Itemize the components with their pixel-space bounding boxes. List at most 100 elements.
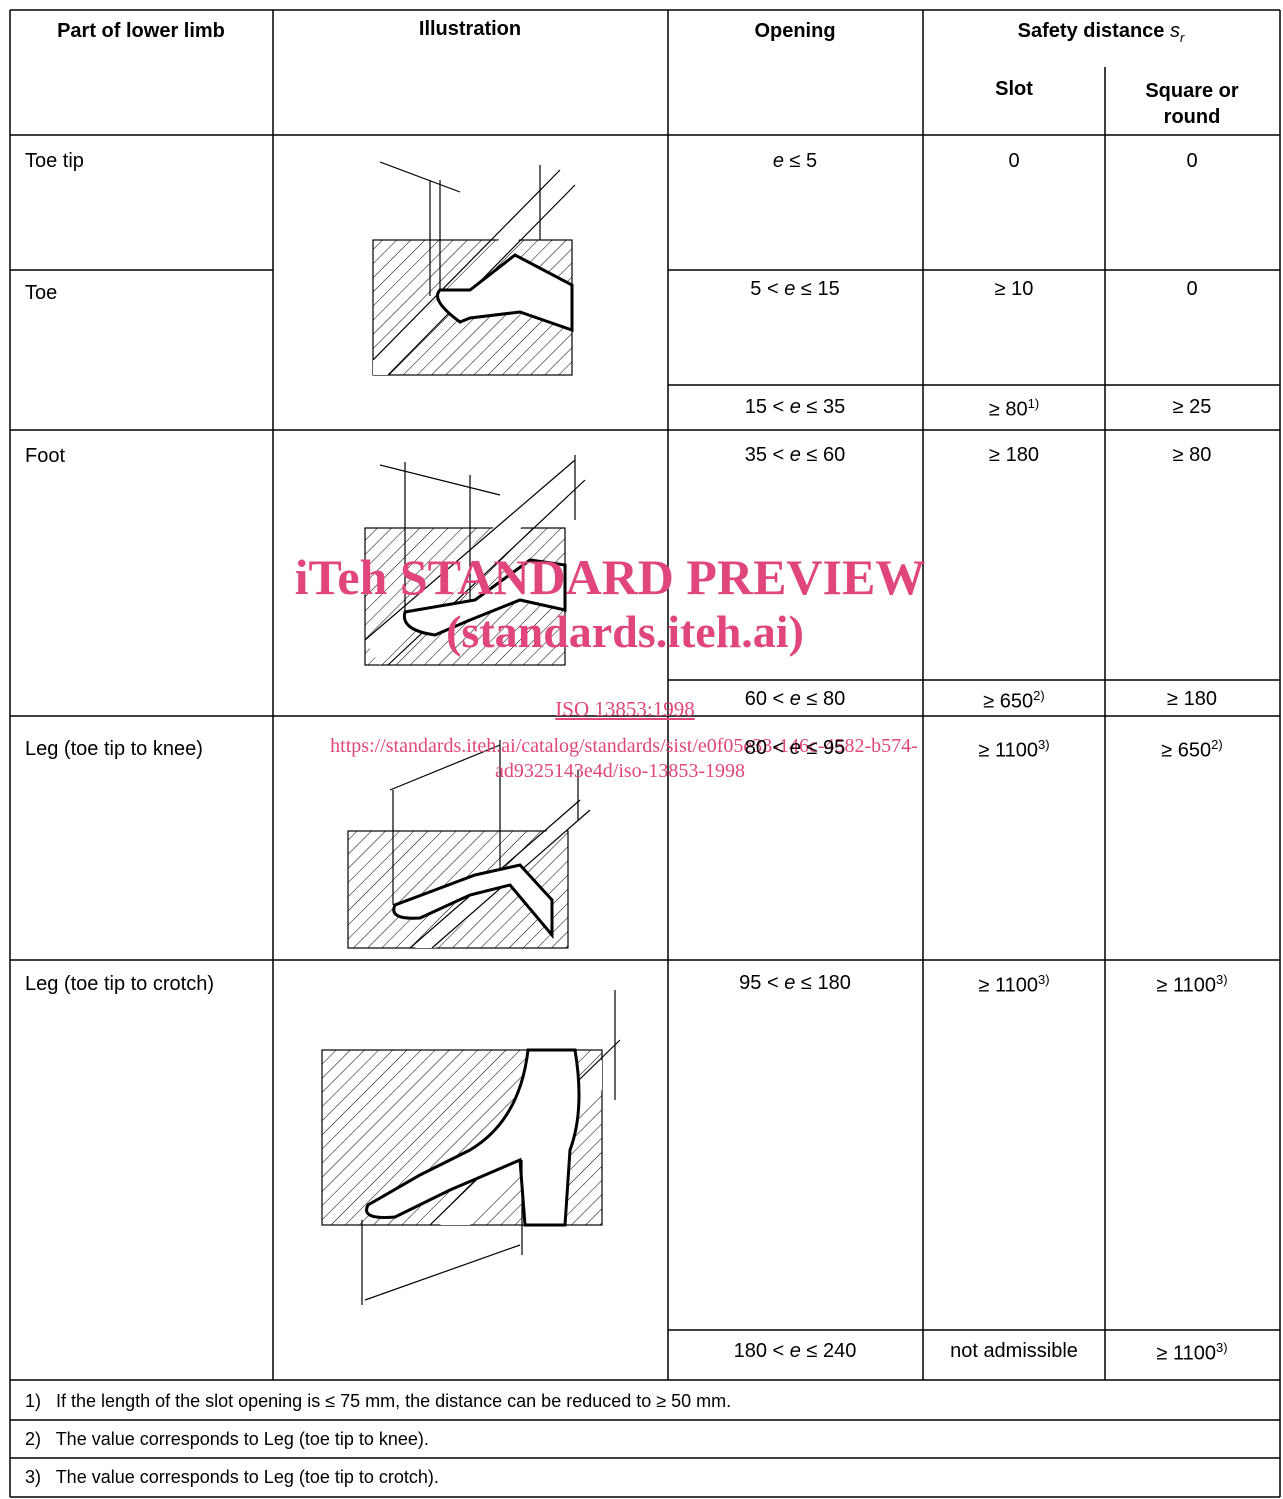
opening-lower: 5 <	[750, 278, 779, 300]
watermark-title: iTeh STANDARD PREVIEW	[294, 549, 926, 605]
opening-upper: ≤ 35	[806, 396, 846, 418]
slot-note: 3)	[1037, 972, 1050, 987]
square-text: ≥ 180	[1167, 688, 1217, 710]
square-text: 0	[1186, 150, 1198, 172]
opening: 180 < e ≤ 240	[734, 1340, 857, 1363]
illustration-foot	[364, 455, 586, 666]
header-opening: Opening	[754, 20, 836, 42]
opening: 15 < e ≤ 35	[745, 396, 846, 419]
square-value: ≥ 11003)	[1156, 972, 1227, 998]
slot-text: ≥ 650	[983, 690, 1034, 713]
header-slot: Slot	[995, 78, 1033, 100]
square-text: 0	[1186, 278, 1198, 300]
opening-variable: e	[784, 972, 796, 994]
opening-variable: e	[789, 444, 801, 466]
square-value: ≥ 180	[1167, 688, 1217, 711]
square-value: 0	[1186, 278, 1197, 301]
illustration-toe	[372, 161, 576, 376]
opening-upper: ≤ 240	[806, 1340, 857, 1362]
opening-variable: e	[784, 278, 796, 300]
square-note: 3)	[1215, 972, 1228, 987]
part-label: Leg (toe tip to knee)	[25, 738, 203, 760]
slot-text: ≥ 1100	[978, 739, 1038, 762]
header-safety-subscript: r	[1179, 30, 1185, 45]
opening-upper: ≤ 5	[789, 150, 818, 172]
header-safety: Safety distance sr	[1018, 20, 1185, 45]
slot-note: 3)	[1037, 737, 1050, 752]
opening-variable: e	[789, 688, 801, 710]
square-value: 0	[1186, 150, 1197, 173]
watermark-url-1[interactable]: https://standards.iteh.ai/catalog/standa…	[330, 735, 918, 757]
square-text: ≥ 1100	[1156, 1342, 1216, 1365]
square-value: ≥ 11003)	[1156, 1340, 1227, 1366]
opening-lower: 80 <	[744, 737, 785, 759]
watermark-link[interactable]: ISO 13853:1998	[555, 697, 695, 721]
opening-lower: 95 <	[739, 972, 779, 994]
square-note: 2)	[1211, 737, 1223, 752]
illustration-knee	[347, 740, 591, 949]
opening-variable: e	[789, 1340, 801, 1362]
footnote: 2) The value corresponds to Leg (toe tip…	[25, 1429, 429, 1450]
opening: 95 < e ≤ 180	[739, 972, 851, 995]
slot-value: ≥ 6502)	[983, 688, 1044, 714]
opening-variable: e	[789, 737, 801, 759]
header-safety-text: Safety distance	[1017, 20, 1165, 42]
opening-variable: e	[789, 396, 801, 418]
illustration-crotch	[321, 990, 621, 1305]
opening-upper: ≤ 80	[806, 688, 846, 710]
footnote: 3) The value corresponds to Leg (toe tip…	[25, 1467, 439, 1488]
slot-text: not admissible	[950, 1340, 1078, 1362]
square-note: 3)	[1215, 1340, 1228, 1355]
slot-value: ≥ 801)	[989, 396, 1039, 422]
opening-lower: 15 <	[744, 396, 785, 418]
part-label: Toe	[25, 282, 58, 304]
square-text: ≥ 1100	[1156, 974, 1216, 997]
square-text: ≥ 80	[1172, 444, 1212, 466]
header-part: Part of lower limb	[57, 20, 225, 42]
opening: 35 < e ≤ 60	[745, 444, 846, 467]
footnote-marker: 3)	[25, 1467, 42, 1487]
header-square: Square or round	[1145, 80, 1239, 128]
slot-value: ≥ 180	[989, 444, 1039, 467]
watermark-subtitle: (standards.iteh.ai)	[446, 606, 804, 657]
opening-upper: ≤ 60	[806, 444, 846, 466]
footnote-text: If the length of the slot opening is ≤ 7…	[56, 1391, 732, 1411]
opening-upper: ≤ 15	[800, 278, 840, 300]
slot-text: ≥ 10	[994, 278, 1034, 300]
part-label: Leg (toe tip to crotch)	[25, 973, 214, 995]
square-value: ≥ 25	[1173, 396, 1212, 419]
square-value: ≥ 80	[1173, 444, 1212, 467]
footnote-marker: 2)	[25, 1429, 42, 1449]
footnote: 1) If the length of the slot opening is …	[25, 1391, 731, 1412]
header-illustration: Illustration	[418, 18, 522, 40]
opening-lower: 180 <	[733, 1340, 785, 1362]
watermark-url-2[interactable]: ad9325143e4d/iso-13853-1998	[495, 760, 745, 782]
slot-value: ≥ 11003)	[978, 972, 1049, 998]
opening-lower: 35 <	[744, 444, 785, 466]
footnote-text: The value corresponds to Leg (toe tip to…	[55, 1429, 429, 1449]
part-label: Foot	[25, 445, 66, 467]
header-safety-symbol: s	[1169, 20, 1180, 42]
opening: 5 < e ≤ 15	[750, 278, 839, 301]
opening-variable: e	[772, 150, 784, 172]
slot-value: ≥ 10	[995, 278, 1034, 301]
opening-upper: ≤ 95	[806, 737, 846, 759]
opening: 60 < e ≤ 80	[745, 688, 846, 711]
slot-value: ≥ 11003)	[978, 737, 1049, 763]
opening: e ≤ 5	[773, 150, 817, 173]
opening-lower: 60 <	[744, 688, 785, 710]
part-label: Toe tip	[25, 150, 84, 172]
slot-text: ≥ 1100	[978, 974, 1038, 997]
slot-value: not admissible	[950, 1340, 1078, 1363]
square-text: ≥ 650	[1161, 739, 1212, 762]
square-text: ≥ 25	[1172, 396, 1212, 418]
opening: 80 < e ≤ 95	[745, 737, 846, 760]
slot-note: 2)	[1033, 688, 1045, 703]
slot-note: 1)	[1027, 396, 1040, 411]
square-value: ≥ 6502)	[1161, 737, 1222, 763]
footnote-marker: 1)	[25, 1391, 42, 1411]
slot-value: 0	[1008, 150, 1019, 173]
slot-text: 0	[1008, 150, 1020, 172]
